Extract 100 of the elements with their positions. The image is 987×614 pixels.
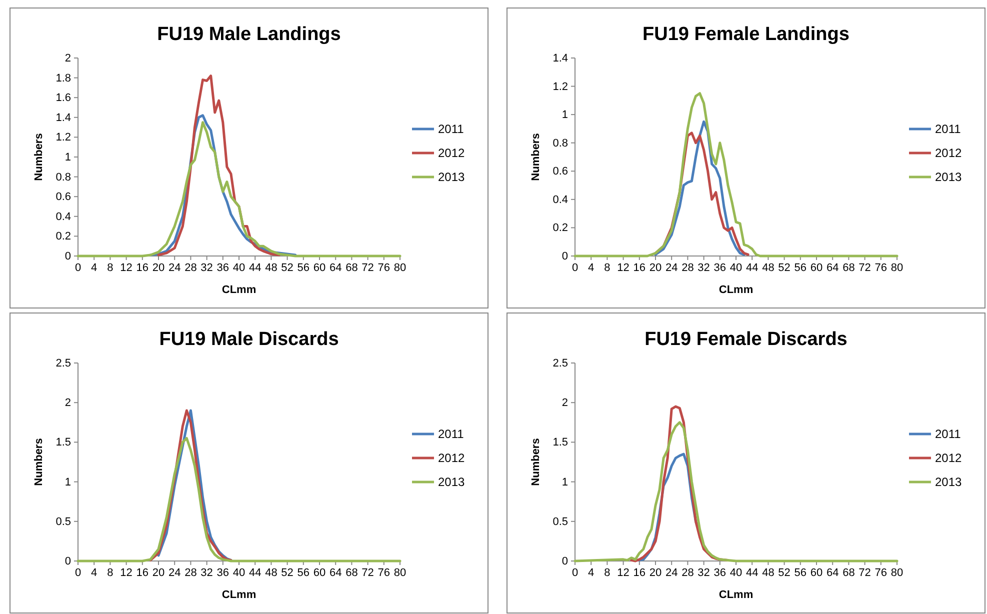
y-tick-label: 1 [64, 476, 71, 488]
x-tick-label: 8 [107, 566, 114, 579]
x-tick-label: 64 [826, 262, 839, 274]
x-tick-label: 60 [810, 262, 823, 274]
x-tick-label: 80 [394, 262, 406, 274]
y-tick-label: 0.8 [56, 171, 71, 184]
y-tick-label: 0 [562, 250, 568, 263]
x-tick-label: 12 [120, 566, 132, 579]
x-tick-label: 72 [858, 566, 871, 579]
y-tick-label: 1.4 [56, 112, 71, 124]
y-tick-label: 0.5 [56, 516, 71, 528]
y-tick-label: 0.5 [552, 516, 568, 528]
x-tick-label: 8 [604, 566, 610, 579]
x-tick-label: 24 [665, 566, 678, 579]
x-tick-label: 52 [778, 566, 790, 579]
x-tick-label: 0 [74, 566, 82, 579]
x-tick-label: 40 [232, 566, 246, 579]
x-axis-title: CLmm [718, 284, 754, 296]
legend-label: 2013 [935, 170, 962, 184]
x-tick-label: 76 [874, 566, 888, 579]
y-tick-label: 1.2 [552, 80, 568, 93]
x-tick-label: 28 [184, 262, 197, 274]
y-tick-label: 1.2 [56, 132, 71, 144]
y-axis-title: Numbers [33, 133, 45, 181]
y-tick-label: 0.2 [552, 222, 568, 234]
y-tick-label: 0.2 [56, 230, 71, 243]
y-axis-title: Numbers [530, 133, 542, 181]
x-tick-label: 48 [762, 262, 774, 274]
x-tick-label: 44 [746, 566, 758, 579]
x-tick-label: 32 [698, 566, 710, 579]
y-tick-label: 0.8 [552, 137, 568, 150]
x-tick-label: 72 [858, 262, 871, 274]
x-tick-label: 4 [91, 566, 98, 579]
x-tick-label: 64 [826, 566, 839, 579]
y-tick-label: 1.5 [552, 436, 568, 449]
legend-label: 2013 [438, 170, 466, 184]
x-tick-label: 44 [248, 262, 262, 274]
x-tick-label: 44 [248, 566, 262, 579]
legend-label: 2012 [935, 451, 962, 465]
x-tick-label: 36 [216, 262, 230, 274]
x-tick-label: 36 [714, 262, 726, 274]
x-tick-label: 20 [152, 566, 165, 579]
y-axis-title: Numbers [530, 438, 542, 486]
x-axis-title: CLmm [222, 284, 256, 296]
x-tick-label: 52 [281, 566, 294, 579]
x-tick-label: 60 [313, 262, 326, 274]
x-tick-label: 12 [617, 566, 630, 579]
x-axis-title: CLmm [222, 589, 256, 601]
x-tick-label: 60 [313, 566, 326, 579]
y-tick-label: 1 [64, 152, 71, 164]
x-tick-label: 52 [778, 262, 790, 274]
y-tick-label: 1.8 [56, 72, 71, 84]
x-tick-label: 36 [714, 566, 726, 579]
x-tick-label: 20 [152, 262, 165, 274]
x-tick-label: 68 [346, 262, 358, 274]
x-tick-label: 68 [842, 262, 855, 274]
chart-title: FU19 Female Discards [644, 329, 848, 350]
x-axis-title: CLmm [718, 589, 754, 601]
legend-label: 2012 [935, 146, 962, 160]
x-tick-label: 32 [698, 262, 710, 274]
y-tick-label: 1.6 [56, 92, 71, 104]
x-tick-label: 72 [362, 566, 374, 579]
x-tick-label: 16 [633, 262, 646, 274]
x-tick-label: 24 [168, 566, 181, 579]
y-tick-label: 2 [64, 52, 71, 65]
x-tick-label: 28 [682, 262, 694, 274]
y-tick-label: 2.5 [552, 358, 568, 370]
y-tick-label: 2.5 [56, 358, 71, 370]
x-tick-label: 80 [890, 566, 904, 579]
y-tick-label: 0 [64, 250, 71, 263]
legend-label: 2011 [438, 427, 464, 441]
x-tick-label: 36 [216, 566, 230, 579]
y-tick-label: 1 [562, 476, 568, 488]
x-tick-label: 24 [665, 262, 678, 274]
y-tick-label: 0.6 [56, 191, 71, 204]
x-tick-label: 12 [617, 262, 630, 274]
x-tick-label: 40 [730, 566, 742, 579]
y-tick-label: 1 [562, 109, 568, 122]
x-tick-label: 48 [265, 262, 278, 274]
x-tick-label: 8 [107, 262, 114, 274]
chart-title: FU19 Male Discards [159, 329, 339, 350]
chart-title: FU19 Male Landings [157, 24, 341, 45]
x-tick-label: 0 [572, 262, 578, 274]
x-tick-label: 0 [572, 566, 578, 579]
x-tick-label: 8 [604, 262, 610, 274]
x-tick-label: 32 [200, 566, 213, 579]
x-tick-label: 80 [394, 566, 406, 579]
x-tick-label: 56 [794, 262, 807, 274]
x-tick-label: 16 [633, 566, 646, 579]
x-tick-label: 72 [362, 262, 374, 274]
x-tick-label: 4 [588, 566, 594, 579]
x-tick-label: 76 [874, 262, 888, 274]
x-tick-label: 52 [281, 262, 294, 274]
x-tick-label: 24 [168, 262, 181, 274]
x-tick-label: 12 [120, 262, 132, 274]
x-tick-label: 16 [136, 566, 149, 579]
x-tick-label: 28 [682, 566, 694, 579]
x-tick-label: 56 [297, 566, 310, 579]
x-tick-label: 56 [297, 262, 310, 274]
x-tick-label: 44 [746, 262, 758, 274]
